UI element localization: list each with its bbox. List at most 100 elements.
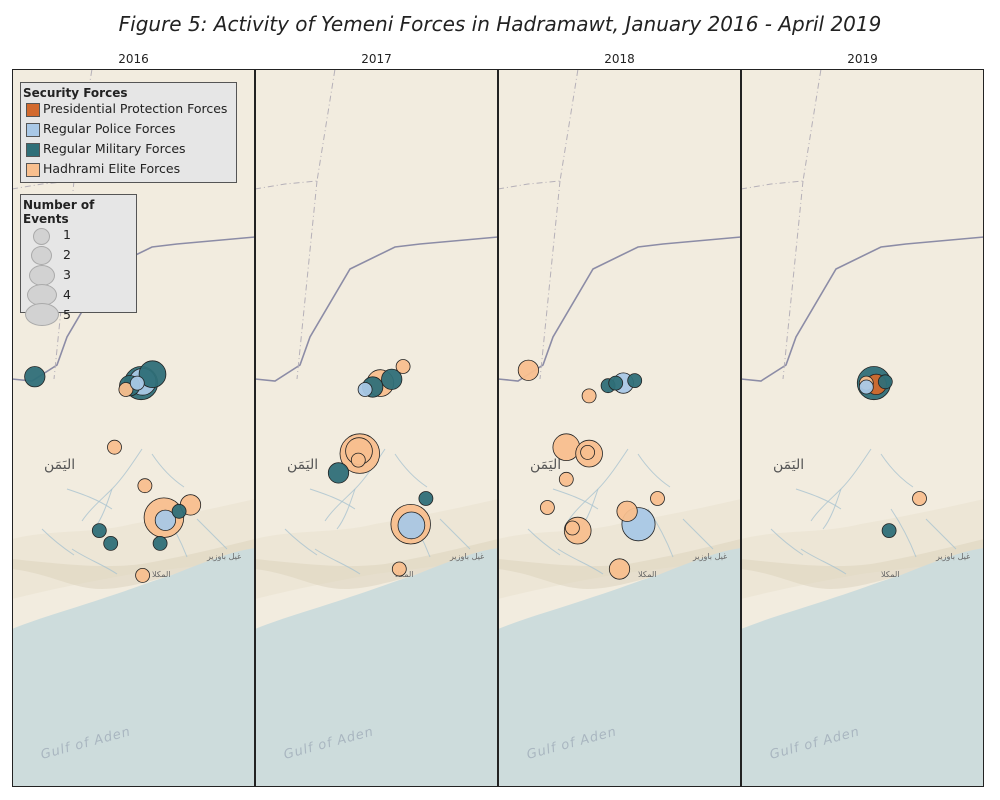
event-marker-elite — [580, 444, 595, 460]
security-forces-legend: Security Forces Presidential Protection … — [20, 82, 237, 183]
governorate-border-line — [741, 236, 984, 382]
panel-frame — [498, 69, 741, 787]
size-label: 3 — [63, 267, 71, 282]
size-label: 1 — [63, 227, 71, 242]
event-marker-elite — [558, 471, 574, 487]
event-marker-police — [357, 382, 373, 397]
governorate-border-line — [255, 236, 498, 382]
event-marker-military — [138, 360, 167, 389]
wadi-line — [552, 488, 599, 510]
town-label: غيل باوزير — [206, 552, 241, 561]
year-label-2018: 2018 — [604, 52, 635, 66]
wadi-line — [41, 528, 75, 556]
event-marker-elite — [118, 382, 134, 397]
military-swatch — [26, 143, 40, 157]
dashed-boundary-line — [53, 180, 75, 380]
panel-frame — [12, 69, 255, 787]
sea-area — [255, 548, 498, 787]
wadi-line — [66, 488, 113, 510]
size-circle — [25, 303, 59, 326]
event-marker-elite — [135, 567, 151, 583]
panel-frame — [741, 69, 984, 787]
event-marker-elite — [350, 452, 366, 468]
year-label-2016: 2016 — [118, 52, 149, 66]
event-marker-military — [877, 374, 893, 390]
country-label: اليَمَن — [530, 457, 561, 473]
wadi-line — [557, 548, 604, 575]
wadi-line — [880, 453, 914, 488]
wadi-line — [336, 488, 356, 530]
legend-label: Presidential Protection Forces — [43, 101, 228, 116]
wadi-line — [314, 548, 361, 575]
dashed-boundary-line — [255, 69, 336, 190]
number-of-events-legend: Number of Events 1 2 3 4 5 — [20, 194, 137, 326]
event-marker-police — [154, 509, 176, 531]
wadi-line — [800, 548, 847, 575]
sea-area — [12, 548, 255, 787]
event-marker-elite — [517, 359, 540, 381]
size-item-5: 5 — [21, 303, 136, 326]
town-label: غيل باوزير — [692, 552, 727, 561]
event-marker-military — [91, 523, 107, 539]
event-marker-military — [171, 503, 187, 519]
wadi-line — [394, 453, 428, 488]
sea-area — [741, 548, 984, 787]
event-marker-elite — [540, 500, 555, 515]
wadi-line — [71, 548, 118, 575]
town-label: غيل باوزير — [935, 552, 970, 561]
legend-item-elite: Hadhrami Elite Forces — [21, 160, 236, 180]
terrain-ridge — [12, 539, 255, 589]
country-label: اليَمَن — [287, 457, 318, 473]
dashed-boundary-line — [741, 69, 822, 190]
size-label: 5 — [63, 307, 71, 322]
terrain-ridge — [255, 539, 498, 589]
event-marker-military — [881, 523, 897, 539]
year-label-2019: 2019 — [847, 52, 878, 66]
town-label: المكلا — [152, 570, 170, 579]
event-marker-elite — [912, 491, 927, 506]
dashed-boundary-line — [498, 69, 579, 190]
event-marker-police — [858, 379, 874, 395]
event-marker-police — [397, 511, 426, 540]
event-marker-military — [327, 462, 350, 484]
wadi-line — [682, 518, 714, 550]
event-marker-military — [381, 368, 403, 390]
event-marker-military — [608, 375, 624, 391]
wadi-line — [890, 508, 917, 558]
event-marker-elite — [608, 558, 631, 580]
terrain-ridge — [498, 539, 741, 589]
wadi-line — [439, 518, 471, 550]
wadi-line — [527, 528, 561, 556]
terrain-ridge — [741, 539, 984, 589]
wadi-line — [196, 518, 228, 550]
security-forces-legend-title: Security Forces — [23, 86, 128, 100]
police-swatch — [26, 123, 40, 137]
size-circle — [31, 246, 52, 265]
legend-item-military: Regular Military Forces — [21, 140, 236, 160]
country-label: اليَمَن — [773, 457, 804, 473]
event-marker-military — [103, 535, 119, 551]
event-marker-military — [24, 366, 46, 388]
size-item-2: 2 — [21, 246, 136, 266]
wadi-line — [925, 518, 957, 550]
town-label: المكلا — [881, 570, 899, 579]
size-item-3: 3 — [21, 265, 136, 286]
event-marker-elite — [391, 561, 407, 577]
country-label: اليَمَن — [44, 457, 75, 473]
dashed-boundary-line — [539, 180, 561, 380]
dashed-boundary-line — [782, 180, 804, 380]
sea-area — [498, 548, 741, 787]
town-label: المكلا — [638, 570, 656, 579]
dashed-boundary-line — [296, 180, 318, 380]
elite-swatch — [26, 163, 40, 177]
event-marker-elite — [565, 520, 580, 536]
year-label-2017: 2017 — [361, 52, 392, 66]
size-label: 4 — [63, 287, 71, 302]
presidential-swatch — [26, 103, 40, 117]
event-marker-elite — [137, 478, 153, 494]
wadi-line — [795, 488, 842, 510]
